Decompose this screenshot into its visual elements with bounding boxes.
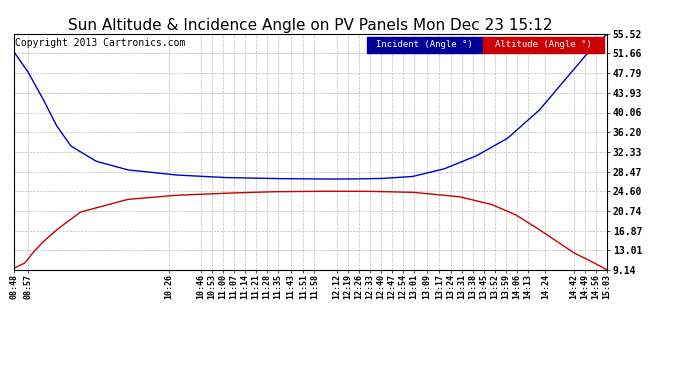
FancyBboxPatch shape: [367, 37, 482, 52]
Text: Altitude (Angle °): Altitude (Angle °): [495, 40, 592, 49]
Text: Copyright 2013 Cartronics.com: Copyright 2013 Cartronics.com: [15, 39, 186, 48]
FancyBboxPatch shape: [482, 37, 604, 52]
Text: Incident (Angle °): Incident (Angle °): [376, 40, 473, 49]
Title: Sun Altitude & Incidence Angle on PV Panels Mon Dec 23 15:12: Sun Altitude & Incidence Angle on PV Pan…: [68, 18, 553, 33]
